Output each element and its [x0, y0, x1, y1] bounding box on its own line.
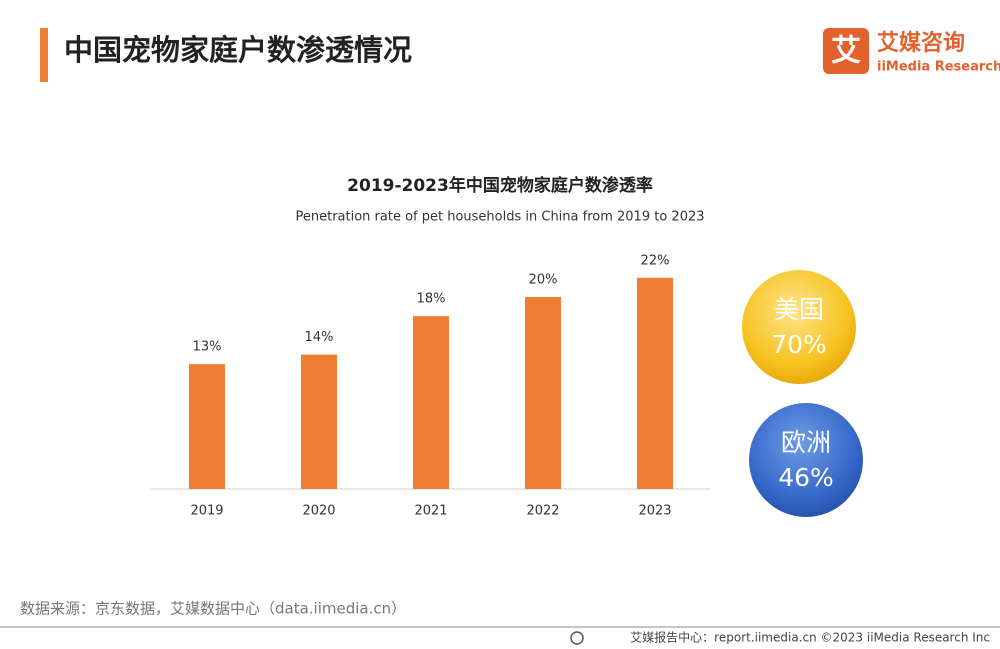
footer-text: 艾媒报告中心：report.iimedia.cn ©2023 iiMedia R…: [630, 630, 990, 645]
bar: [637, 277, 673, 489]
x-tick-label: 2019: [190, 504, 223, 519]
logo-name: 艾媒咨询: [877, 30, 965, 56]
badge-name: 欧洲: [781, 428, 831, 457]
page-title: 中国宠物家庭户数渗透情况: [64, 33, 412, 67]
badge-value: 46%: [778, 463, 834, 492]
x-tick-label: 2020: [302, 504, 335, 519]
x-tick-label: 2022: [526, 504, 559, 519]
value-label: 14%: [305, 330, 334, 345]
chart-subtitle: Penetration rate of pet households in Ch…: [295, 210, 704, 225]
chart-title: 2019-2023年中国宠物家庭户数渗透率: [347, 175, 653, 196]
value-label: 22%: [641, 253, 670, 268]
value-label: 20%: [529, 273, 558, 288]
source-note: 数据来源：京东数据，艾媒数据中心（data.iimedia.cn）: [20, 600, 406, 618]
logo-sub: iiMedia Research: [877, 60, 1000, 75]
logo-mark: 艾: [831, 34, 861, 69]
badge-name: 美国: [774, 295, 824, 324]
logo-box: [823, 28, 869, 74]
bar: [189, 364, 225, 489]
badge-us: [742, 270, 856, 384]
bar: [413, 316, 449, 489]
x-tick-label: 2021: [414, 504, 447, 519]
value-label: 18%: [417, 292, 446, 307]
badge-value: 70%: [771, 330, 827, 359]
title-accent: [40, 28, 48, 82]
x-tick-label: 2023: [638, 504, 671, 519]
value-label: 13%: [193, 340, 222, 355]
bar: [525, 297, 561, 489]
footer-icon: [570, 631, 584, 645]
badge-eu: [749, 403, 863, 517]
bar: [301, 354, 337, 489]
